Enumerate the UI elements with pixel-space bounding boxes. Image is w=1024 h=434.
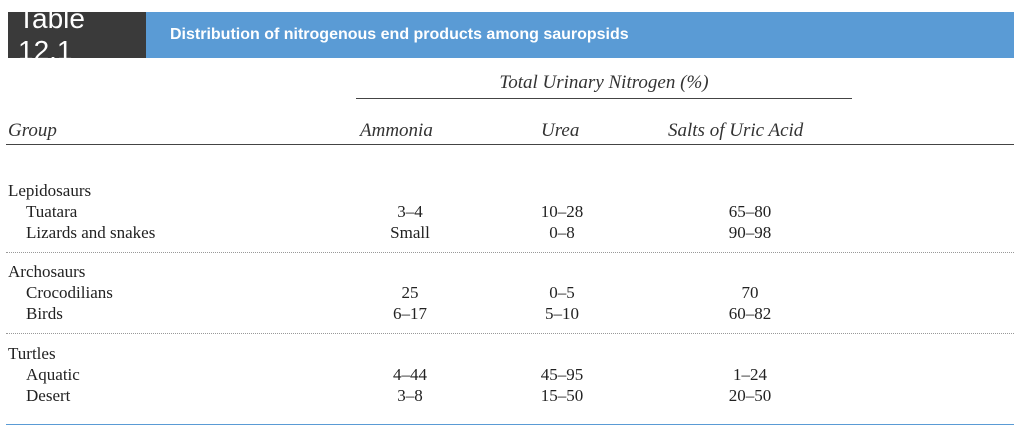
cell-uric-acid: 65–80 [728,202,772,221]
cell-ammonia: 3–8 [397,386,423,405]
cell-urea: 0–8 [549,223,575,242]
cell-urea: 10–28 [540,202,584,221]
cell-urea: 5–10 [545,304,579,323]
table-row: Aquatic 4–44 45–95 1–24 [0,365,1024,385]
table-header: Table 12.1 Distribution of nitrogenous e… [8,3,1014,66]
cell-urea: 0–5 [549,283,575,302]
row-label: Aquatic [26,365,80,384]
group-divider [6,333,1014,334]
group-row: Turtles [0,344,1024,364]
group-row: Archosaurs [0,262,1024,282]
col-header-ammonia: Ammonia [360,120,433,141]
group-label: Archosaurs [8,262,86,281]
cell-ammonia: Small [390,223,430,242]
cell-uric-acid: 70 [741,283,759,302]
row-label: Crocodilians [26,283,113,302]
row-label: Desert [26,386,71,405]
row-label: Lizards and snakes [26,223,156,242]
table-row: Desert 3–8 15–50 20–50 [0,386,1024,406]
table-row: Crocodilians 25 0–5 70 [0,283,1024,303]
group-label: Lepidosaurs [8,181,92,200]
cell-ammonia: 25 [401,283,419,302]
cell-uric-acid: 20–50 [728,386,772,405]
group-row: Lepidosaurs [0,181,1024,201]
cell-uric-acid: 1–24 [733,365,767,384]
group-divider [6,252,1014,253]
group-label: Turtles [8,344,56,363]
cell-ammonia: 4–44 [393,365,427,384]
cell-uric-acid: 90–98 [728,223,772,242]
table-row: Birds 6–17 5–10 60–82 [0,304,1024,324]
cell-urea: 45–95 [540,365,584,384]
table-row: Tuatara 3–4 10–28 65–80 [0,202,1024,222]
table-number: Table 12.1 [8,3,146,66]
table-row: Lizards and snakes Small 0–8 90–98 [0,223,1024,243]
cell-ammonia: 3–4 [397,202,423,221]
header-rule [6,144,1014,145]
col-header-uric-acid: Salts of Uric Acid [668,120,804,141]
cell-urea: 15–50 [540,386,584,405]
row-label: Birds [26,304,63,323]
column-group-title: Total Urinary Nitrogen (%) [499,72,709,93]
column-group-rule [356,98,852,99]
col-header-group: Group [8,120,57,141]
bottom-rule [6,424,1014,425]
table-caption: Distribution of nitrogenous end products… [146,12,1014,58]
cell-ammonia: 6–17 [393,304,427,323]
cell-uric-acid: 60–82 [728,304,772,323]
col-header-urea: Urea [541,120,580,141]
row-label: Tuatara [26,202,78,221]
